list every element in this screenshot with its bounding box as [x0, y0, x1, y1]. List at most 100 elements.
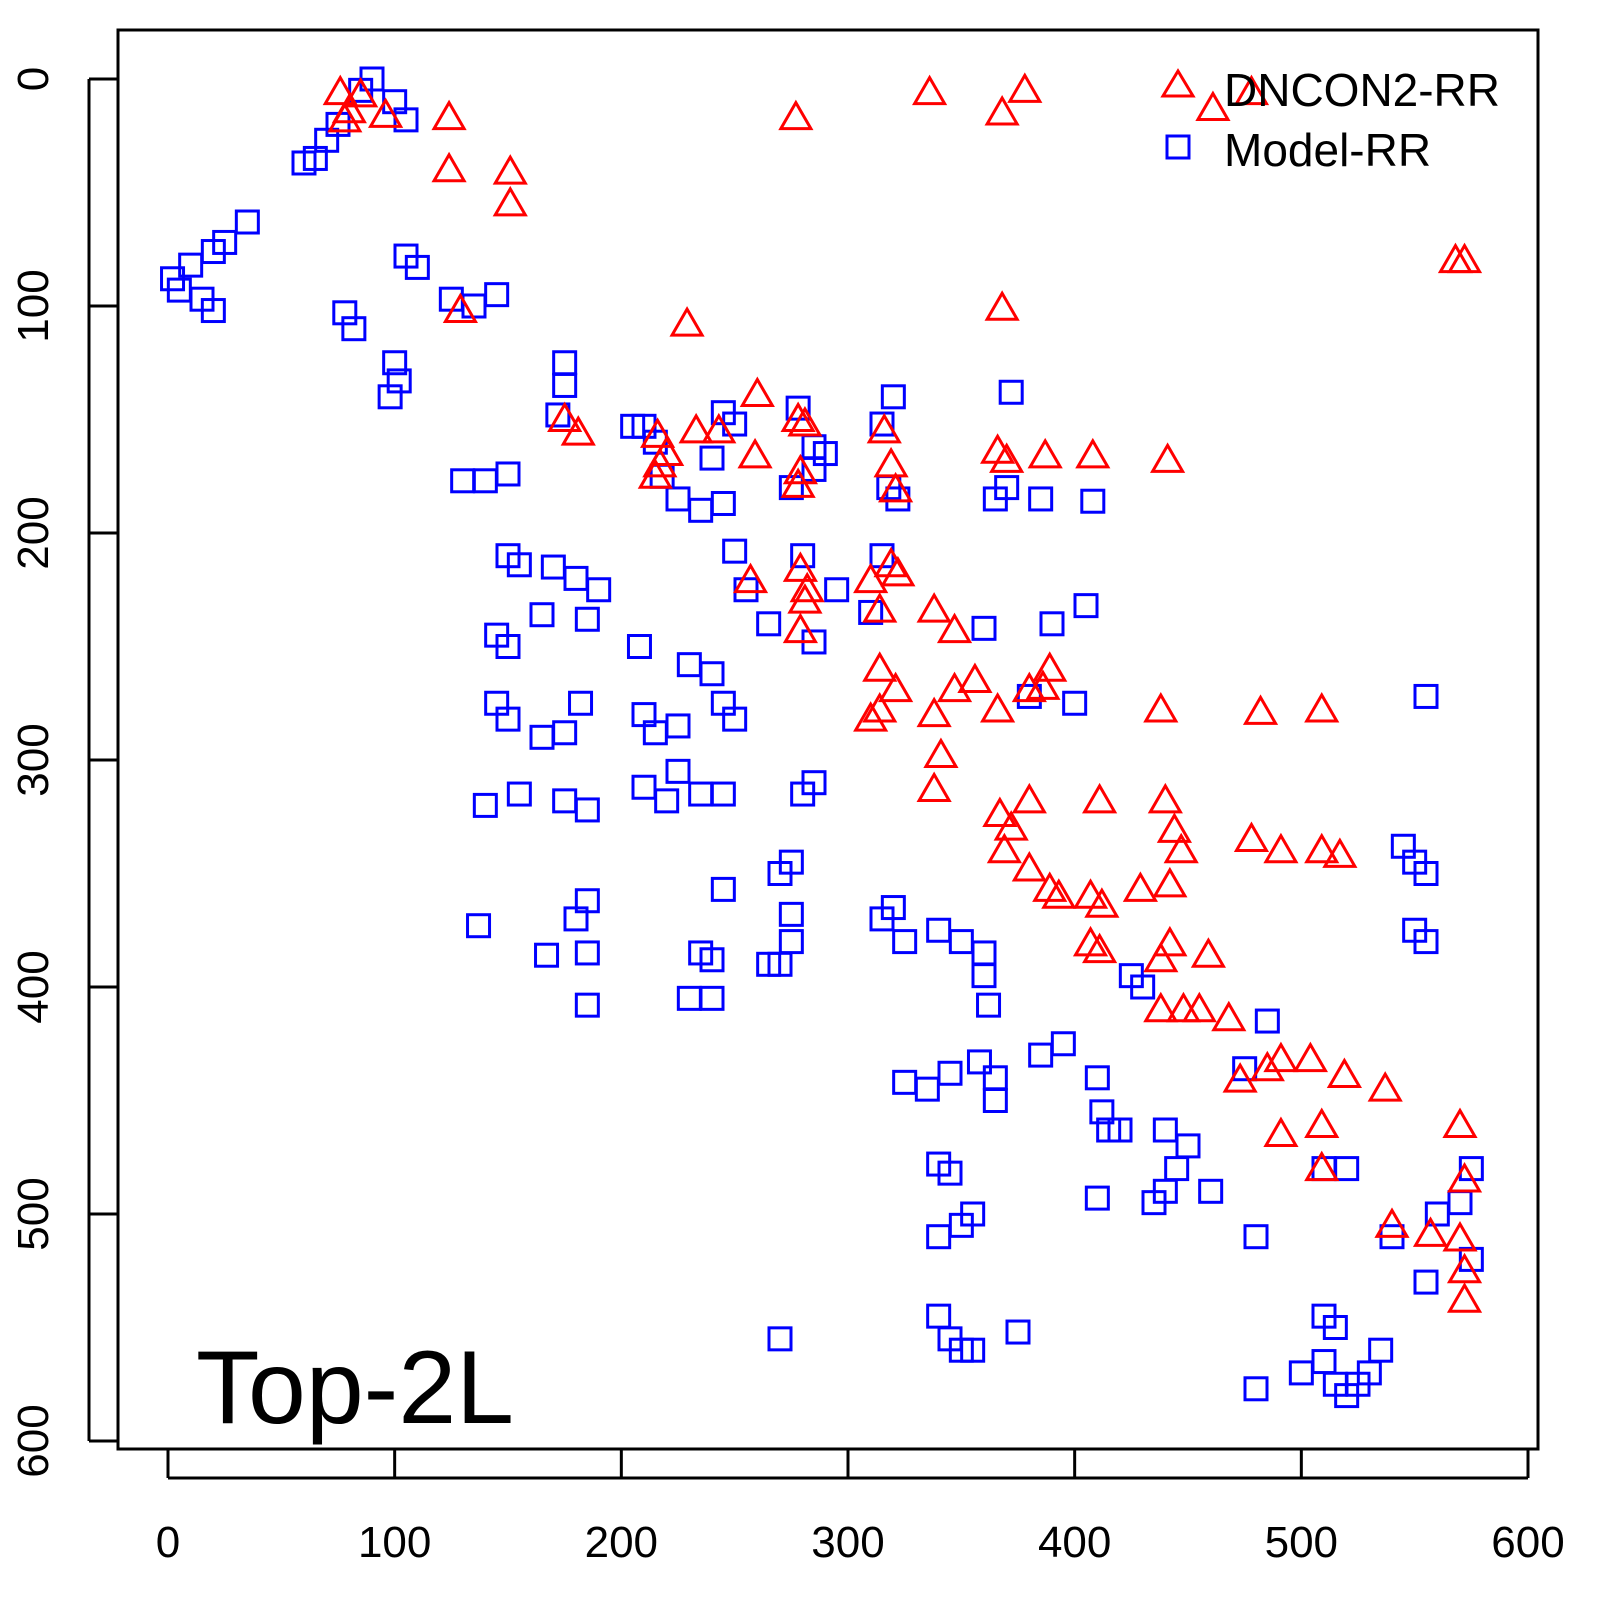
square-point — [586, 577, 612, 603]
square-point — [1080, 488, 1106, 514]
square-point — [960, 1201, 986, 1227]
square-point — [926, 1303, 952, 1329]
square-point — [534, 942, 560, 968]
square-point — [869, 411, 895, 437]
square-point — [574, 797, 600, 823]
triangle-point — [1322, 837, 1358, 868]
square-point — [710, 781, 736, 807]
triangle-point — [782, 551, 818, 582]
square-point — [1141, 1190, 1167, 1216]
y-tick-label: 300 — [9, 723, 58, 796]
triangle-point — [1011, 850, 1047, 882]
triangle-point — [1152, 925, 1188, 957]
triangle-point — [1263, 1041, 1299, 1073]
square-point — [688, 940, 714, 966]
square-point — [472, 468, 498, 494]
square-point — [1050, 1031, 1076, 1057]
triangle-point — [1263, 832, 1299, 864]
triangle-point — [560, 415, 596, 446]
triangle-point — [1304, 692, 1340, 723]
square-point — [778, 929, 804, 955]
y-tick-label: 200 — [9, 496, 58, 569]
square-point — [568, 690, 594, 716]
square-point — [710, 876, 736, 902]
square-point — [699, 985, 725, 1011]
plot-frame — [116, 28, 1540, 1451]
triangle-point — [637, 458, 673, 489]
square-point — [1334, 1156, 1360, 1182]
square-point — [1089, 1099, 1115, 1125]
triangle-point — [442, 292, 478, 324]
triangle-point — [862, 651, 898, 682]
square-point — [1413, 929, 1439, 955]
square-point — [552, 350, 578, 376]
triangle-point — [640, 417, 676, 448]
square-point — [332, 300, 358, 326]
square-point — [484, 282, 510, 308]
square-point — [1028, 1042, 1054, 1068]
triangle-point — [431, 99, 467, 131]
triangle-point — [1211, 1000, 1247, 1032]
triangle-point — [1041, 878, 1077, 909]
square-point — [200, 239, 226, 265]
triangle-point — [1442, 1220, 1478, 1252]
square-point — [1447, 1190, 1473, 1216]
x-tick-label: 500 — [1265, 1518, 1338, 1567]
triangle-point — [1032, 651, 1068, 682]
square-point — [966, 1049, 992, 1075]
plot-annotation: Top-2L — [196, 1330, 514, 1446]
triangle-point — [1222, 1062, 1258, 1093]
triangle-point — [1233, 821, 1270, 852]
square-point — [676, 985, 702, 1011]
triangle-point — [1143, 941, 1179, 973]
square-point — [767, 1326, 793, 1352]
square-point — [998, 379, 1024, 405]
square-point — [976, 992, 1002, 1018]
triangle-point — [984, 290, 1020, 321]
square-point — [1311, 1349, 1337, 1375]
triangle-point — [492, 185, 528, 217]
square-point — [1107, 1117, 1133, 1143]
square-point — [234, 209, 260, 235]
square-point — [506, 781, 532, 807]
square-point — [778, 849, 804, 875]
x-tick-label: 100 — [358, 1518, 431, 1567]
square-point — [778, 901, 804, 927]
triangle-point — [1075, 437, 1111, 469]
triangle-point — [982, 796, 1018, 827]
x-tick-label: 600 — [1491, 1518, 1564, 1567]
square-point — [495, 634, 521, 659]
square-point — [1028, 486, 1054, 512]
triangle-point — [916, 592, 952, 623]
triangle-point — [1147, 782, 1183, 814]
x-tick-label: 400 — [1038, 1518, 1111, 1567]
x-tick-label: 0 — [156, 1518, 180, 1567]
triangle-point — [669, 306, 705, 337]
square-point — [1084, 1185, 1110, 1211]
square-point — [1368, 1337, 1394, 1363]
triangle-point — [1304, 1107, 1340, 1138]
square-point — [386, 368, 412, 394]
square-point — [971, 615, 997, 641]
square-point — [1198, 1178, 1224, 1204]
square-point — [892, 1069, 918, 1095]
triangle-point — [878, 671, 914, 703]
data-marks — [160, 66, 1484, 1409]
square-point — [937, 1060, 963, 1086]
square-point — [1175, 1133, 1201, 1159]
square-point — [1413, 1269, 1439, 1295]
triangle-point — [1082, 932, 1118, 964]
square-point — [1288, 1360, 1314, 1386]
square-point — [178, 252, 204, 278]
square-point — [937, 1160, 963, 1186]
triangle-point — [1025, 669, 1061, 700]
triangle-point — [1152, 866, 1188, 898]
square-point — [756, 611, 782, 637]
y-axis: 0 100 200 300 400 500 600 — [9, 67, 118, 1478]
x-axis: 0 100 200 300 400 500 600 — [156, 1449, 1565, 1567]
square-point — [699, 661, 725, 687]
triangle-point — [780, 401, 816, 432]
legend-label-dncon2: DNCON2-RR — [1224, 64, 1500, 116]
square-point — [382, 350, 408, 376]
